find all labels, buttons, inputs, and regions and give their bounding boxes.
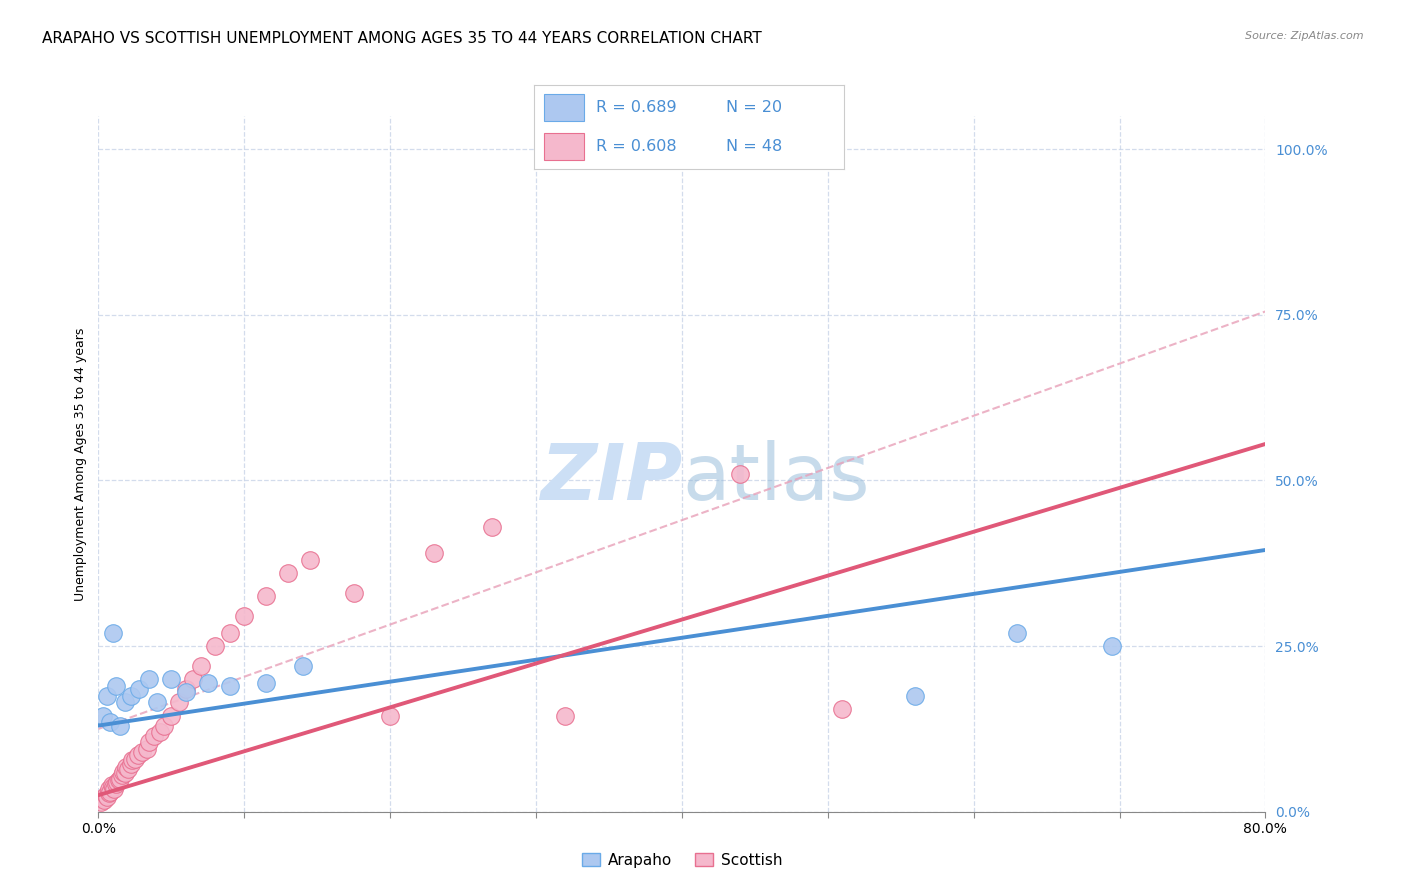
Point bbox=[111, 768, 134, 782]
Point bbox=[101, 625, 124, 640]
Point bbox=[91, 791, 114, 805]
Point bbox=[104, 679, 127, 693]
Point bbox=[98, 715, 121, 730]
Point bbox=[115, 759, 138, 773]
Point bbox=[728, 467, 751, 481]
Point bbox=[112, 764, 135, 779]
Point bbox=[204, 639, 226, 653]
Text: atlas: atlas bbox=[682, 440, 869, 516]
Point bbox=[233, 609, 256, 624]
Point bbox=[190, 659, 212, 673]
Point bbox=[93, 793, 115, 807]
Point bbox=[174, 685, 197, 699]
Point bbox=[423, 546, 446, 560]
Point bbox=[128, 682, 150, 697]
Point bbox=[197, 675, 219, 690]
Point bbox=[554, 708, 576, 723]
Point bbox=[298, 553, 321, 567]
Point bbox=[98, 785, 121, 799]
Point bbox=[96, 790, 118, 805]
Point bbox=[117, 762, 139, 776]
Point bbox=[218, 679, 240, 693]
Point bbox=[94, 788, 117, 802]
Point bbox=[831, 702, 853, 716]
Bar bbox=[544, 94, 583, 121]
Point bbox=[142, 729, 165, 743]
Text: N = 48: N = 48 bbox=[725, 139, 782, 154]
Point bbox=[105, 775, 128, 789]
Point bbox=[120, 757, 142, 772]
Point bbox=[1007, 625, 1029, 640]
Point bbox=[153, 718, 176, 732]
Point bbox=[291, 659, 314, 673]
Text: Source: ZipAtlas.com: Source: ZipAtlas.com bbox=[1246, 31, 1364, 41]
Point bbox=[138, 735, 160, 749]
Point bbox=[101, 780, 124, 794]
Point bbox=[110, 772, 132, 786]
Point bbox=[904, 689, 927, 703]
Point bbox=[120, 689, 142, 703]
Point bbox=[96, 689, 118, 703]
Text: ARAPAHO VS SCOTTISH UNEMPLOYMENT AMONG AGES 35 TO 44 YEARS CORRELATION CHART: ARAPAHO VS SCOTTISH UNEMPLOYMENT AMONG A… bbox=[42, 31, 762, 46]
Point bbox=[138, 672, 160, 686]
Point bbox=[90, 795, 112, 809]
Bar bbox=[544, 133, 583, 161]
Text: R = 0.608: R = 0.608 bbox=[596, 139, 676, 154]
Point bbox=[181, 672, 204, 686]
Point bbox=[127, 748, 149, 763]
Point bbox=[104, 777, 127, 791]
Text: N = 20: N = 20 bbox=[725, 100, 782, 115]
Point bbox=[254, 590, 277, 604]
Point bbox=[1101, 639, 1123, 653]
Point bbox=[254, 675, 277, 690]
Point bbox=[97, 781, 120, 796]
Point bbox=[277, 566, 299, 581]
Point bbox=[149, 725, 172, 739]
Point bbox=[108, 772, 131, 787]
Point bbox=[378, 708, 402, 723]
Point bbox=[131, 745, 153, 759]
Point bbox=[121, 753, 143, 767]
Point bbox=[135, 741, 157, 756]
Point bbox=[481, 520, 503, 534]
Point bbox=[124, 752, 146, 766]
Point bbox=[114, 766, 136, 780]
Point bbox=[343, 586, 366, 600]
Point bbox=[167, 695, 190, 709]
Point bbox=[110, 718, 132, 732]
Point bbox=[100, 778, 122, 792]
Text: R = 0.689: R = 0.689 bbox=[596, 100, 676, 115]
Point bbox=[114, 695, 136, 709]
Point bbox=[91, 708, 114, 723]
Legend: Arapaho, Scottish: Arapaho, Scottish bbox=[575, 847, 789, 873]
Point bbox=[218, 625, 240, 640]
Point bbox=[160, 708, 183, 723]
Point bbox=[103, 781, 125, 796]
Point bbox=[97, 786, 120, 800]
Y-axis label: Unemployment Among Ages 35 to 44 years: Unemployment Among Ages 35 to 44 years bbox=[75, 327, 87, 600]
Point bbox=[146, 695, 169, 709]
Point bbox=[160, 672, 183, 686]
Text: ZIP: ZIP bbox=[540, 440, 682, 516]
Point bbox=[174, 682, 197, 697]
